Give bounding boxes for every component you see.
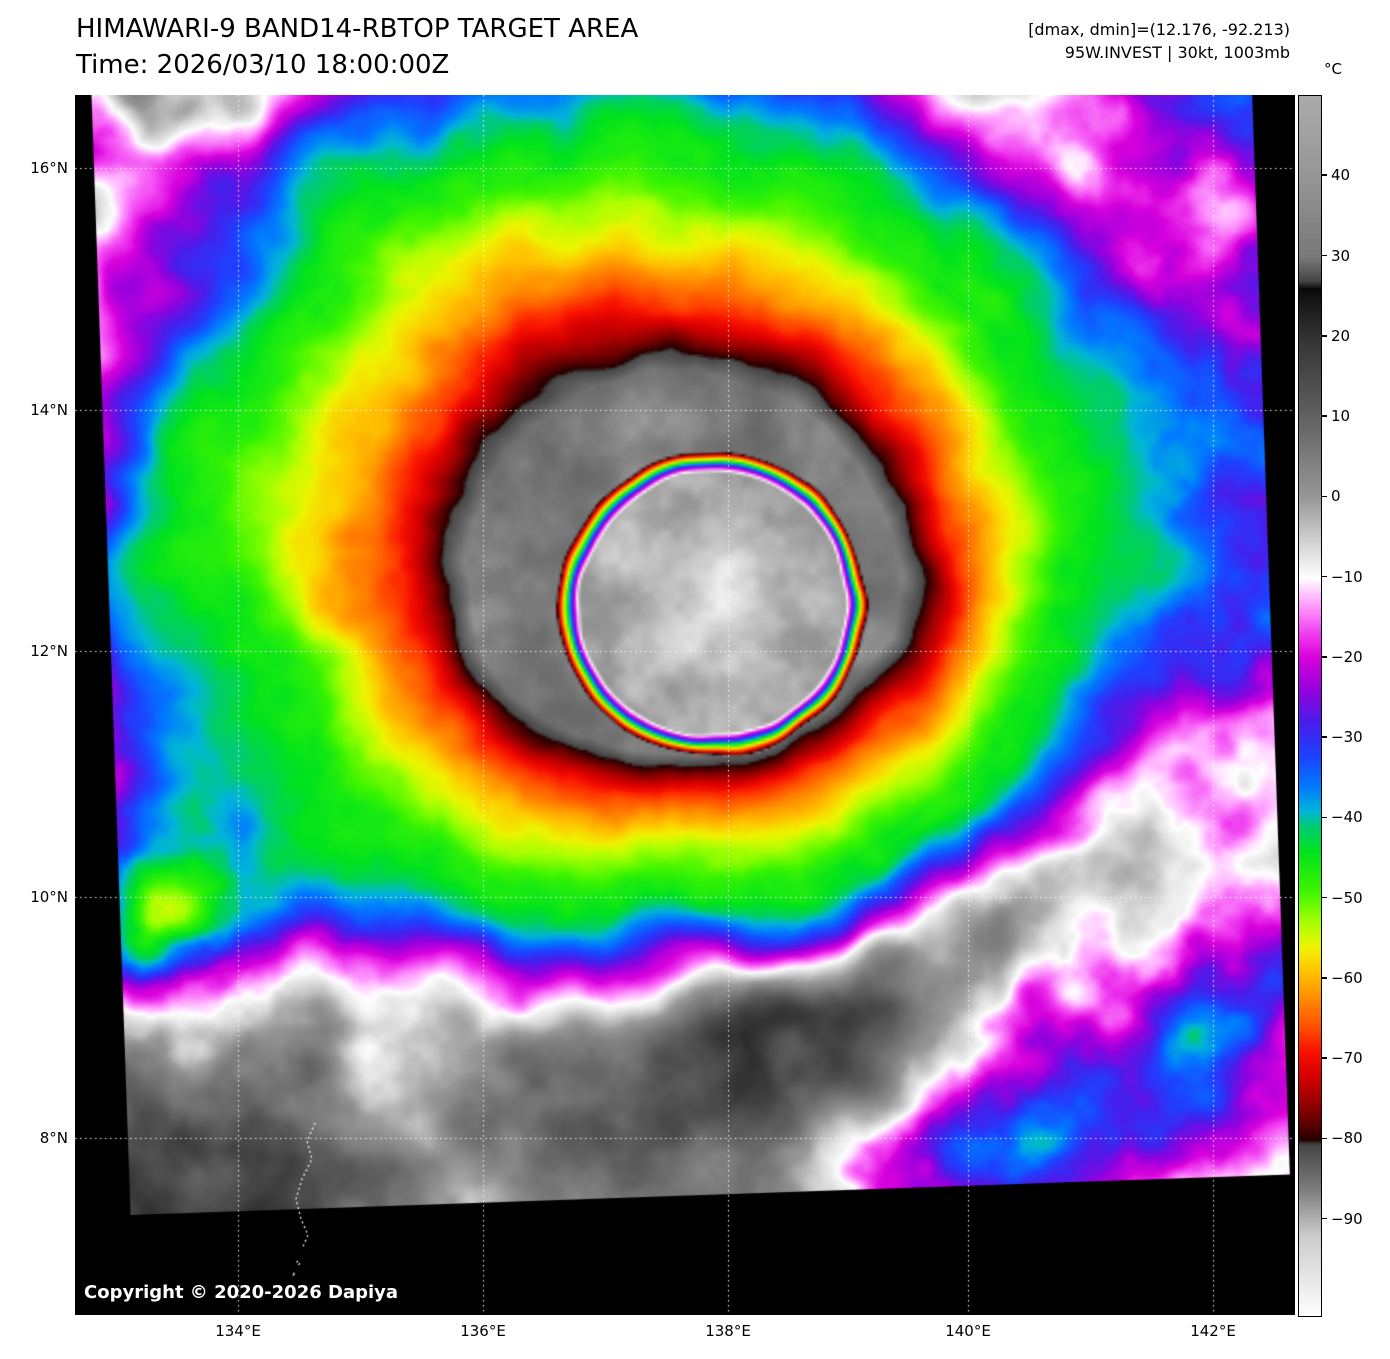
copyright: Copyright © 2020-2026 Dapiya bbox=[84, 1282, 399, 1303]
colorbar-tick-mark bbox=[1322, 977, 1327, 979]
satellite-map: Copyright © 2020-2026 Dapiya bbox=[75, 95, 1295, 1315]
colorbar-tick-mark bbox=[1322, 896, 1327, 899]
colorbar-tick-label: 0 bbox=[1331, 487, 1341, 506]
lat-label: 10°N bbox=[30, 888, 68, 906]
header-right: [dmax, dmin]=(12.176, -92.213) 95W.INVES… bbox=[1028, 18, 1290, 64]
dmax-dmin-readout: [dmax, dmin]=(12.176, -92.213) bbox=[1028, 20, 1290, 39]
colorbar-tick-label: −90 bbox=[1331, 1209, 1363, 1228]
header-left: HIMAWARI-9 BAND14-RBTOP TARGET AREA Time… bbox=[76, 14, 638, 81]
colorbar-tick-mark bbox=[1322, 816, 1327, 819]
lon-label: 142°E bbox=[1190, 1322, 1236, 1340]
lon-label: 136°E bbox=[460, 1322, 506, 1340]
colorbar-tick-mark bbox=[1322, 736, 1327, 738]
colorbar-tick-mark bbox=[1322, 1057, 1327, 1059]
lon-label: 140°E bbox=[945, 1322, 991, 1340]
lon-label: 134°E bbox=[215, 1322, 261, 1340]
lat-label: 8°N bbox=[39, 1129, 68, 1147]
colorbar-tick-mark bbox=[1322, 656, 1327, 658]
lat-label: 14°N bbox=[30, 401, 68, 419]
colorbar-tick-mark bbox=[1322, 334, 1327, 337]
colorbar bbox=[1298, 95, 1322, 1317]
colorbar-tick-mark bbox=[1322, 174, 1327, 177]
colorbar-tick-label: 40 bbox=[1331, 166, 1351, 185]
colorbar-tick-label: −40 bbox=[1331, 808, 1363, 827]
colorbar-tick-label: −60 bbox=[1331, 968, 1363, 987]
storm-info: 95W.INVEST | 30kt, 1003mb bbox=[1064, 43, 1290, 63]
colorbar-tick-mark bbox=[1322, 254, 1327, 257]
colorbar-tick-mark bbox=[1322, 575, 1327, 578]
timestamp: Time: 2026/03/10 18:00:00Z bbox=[76, 50, 450, 81]
colorbar-gradient bbox=[1299, 96, 1321, 1316]
lat-label: 16°N bbox=[30, 159, 68, 177]
colorbar-tick-label: −30 bbox=[1331, 728, 1363, 747]
colorbar-tick-label: −70 bbox=[1331, 1049, 1363, 1068]
colorbar-tick-mark bbox=[1322, 1137, 1327, 1140]
colorbar-tick-label: −50 bbox=[1331, 888, 1363, 907]
colorbar-unit: °C bbox=[1324, 60, 1342, 78]
lat-label: 12°N bbox=[30, 642, 68, 660]
lon-label: 138°E bbox=[705, 1322, 751, 1340]
colorbar-tick-label: 30 bbox=[1331, 246, 1351, 265]
colorbar-tick-label: −10 bbox=[1331, 567, 1363, 586]
colorbar-tick-label: −80 bbox=[1331, 1129, 1363, 1148]
colorbar-tick-label: 20 bbox=[1331, 326, 1351, 345]
page-title: HIMAWARI-9 BAND14-RBTOP TARGET AREA bbox=[76, 14, 639, 44]
colorbar-tick-label: 10 bbox=[1331, 407, 1351, 426]
colorbar-tick-label: −20 bbox=[1331, 647, 1363, 666]
colorbar-tick-mark bbox=[1322, 495, 1327, 498]
satellite-image-canvas bbox=[75, 95, 1295, 1315]
colorbar-tick-mark bbox=[1322, 1217, 1327, 1220]
colorbar-tick-mark bbox=[1322, 415, 1327, 417]
